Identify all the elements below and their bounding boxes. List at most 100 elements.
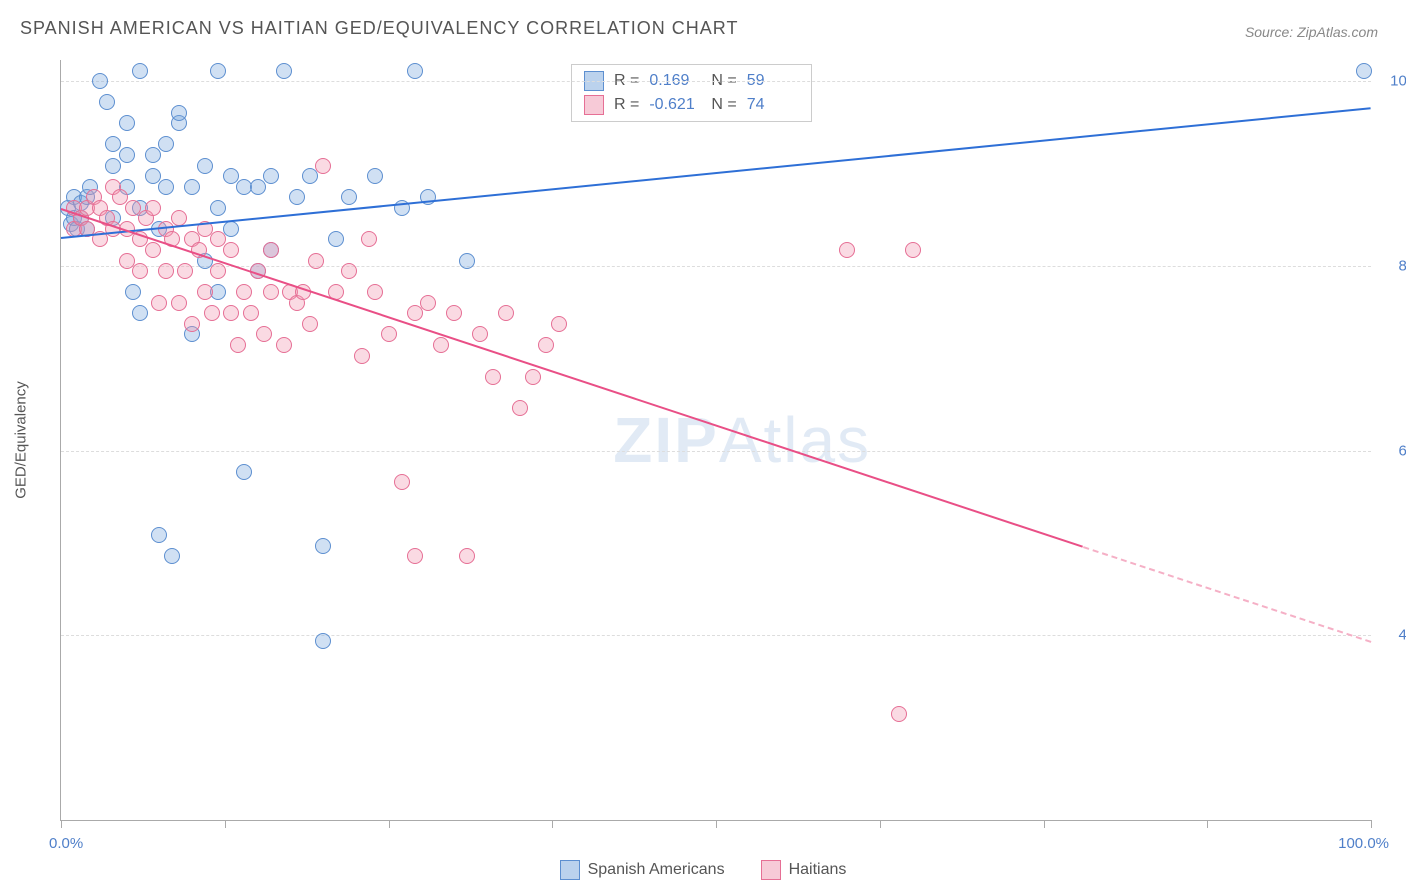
chart-title: SPANISH AMERICAN VS HAITIAN GED/EQUIVALE… <box>20 18 738 39</box>
data-point <box>302 168 318 184</box>
data-point <box>171 105 187 121</box>
data-point <box>381 326 397 342</box>
x-tick <box>716 820 717 828</box>
data-point <box>99 94 115 110</box>
scatter-plot: GED/Equivalency 0.0% 100.0% ZIPAtlas R =… <box>60 60 1371 821</box>
stats-row-pink: R = -0.621 N = 74 <box>584 93 799 117</box>
x-tick <box>880 820 881 828</box>
data-point <box>171 295 187 311</box>
x-tick <box>61 820 62 828</box>
data-point <box>184 179 200 195</box>
stat-n-pink: 74 <box>747 96 799 114</box>
data-point <box>459 253 475 269</box>
data-point <box>132 305 148 321</box>
data-point <box>367 284 383 300</box>
data-point <box>289 189 305 205</box>
data-point <box>145 147 161 163</box>
data-point <box>315 158 331 174</box>
y-axis-label: GED/Equivalency <box>13 381 30 499</box>
data-point <box>92 73 108 89</box>
data-point <box>525 369 541 385</box>
data-point <box>250 179 266 195</box>
trend-line <box>61 108 1371 240</box>
stats-box: R = 0.169 N = 59 R = -0.621 N = 74 <box>571 64 812 122</box>
data-point <box>223 242 239 258</box>
data-point <box>1356 63 1372 79</box>
data-point <box>119 115 135 131</box>
data-point <box>210 200 226 216</box>
data-point <box>105 158 121 174</box>
stat-n-label: N = <box>711 96 736 114</box>
data-point <box>204 305 220 321</box>
legend-label-pink: Haitians <box>789 861 847 879</box>
x-tick <box>1207 820 1208 828</box>
data-point <box>407 63 423 79</box>
y-tick-label: 47.5% <box>1381 627 1406 644</box>
data-point <box>512 400 528 416</box>
x-axis-min-label: 0.0% <box>49 835 83 852</box>
data-point <box>210 263 226 279</box>
data-point <box>433 337 449 353</box>
data-point <box>164 548 180 564</box>
data-point <box>341 189 357 205</box>
data-point <box>308 253 324 269</box>
data-point <box>839 242 855 258</box>
swatch-pink <box>584 95 604 115</box>
data-point <box>341 263 357 279</box>
data-point <box>315 538 331 554</box>
data-point <box>145 242 161 258</box>
data-point <box>263 284 279 300</box>
data-point <box>243 305 259 321</box>
data-point <box>119 147 135 163</box>
data-point <box>420 295 436 311</box>
data-point <box>263 168 279 184</box>
data-point <box>184 316 200 332</box>
data-point <box>905 242 921 258</box>
data-point <box>132 263 148 279</box>
data-point <box>315 633 331 649</box>
y-tick-label: 82.5% <box>1381 257 1406 274</box>
y-tick-label: 100.0% <box>1381 73 1406 90</box>
legend-item-blue: Spanish Americans <box>560 860 725 880</box>
y-tick-label: 65.0% <box>1381 442 1406 459</box>
data-point <box>276 337 292 353</box>
data-point <box>158 179 174 195</box>
data-point <box>197 158 213 174</box>
data-point <box>276 63 292 79</box>
data-point <box>125 284 141 300</box>
data-point <box>145 200 161 216</box>
watermark: ZIPAtlas <box>613 403 871 477</box>
swatch-pink <box>761 860 781 880</box>
swatch-blue <box>560 860 580 880</box>
data-point <box>446 305 462 321</box>
data-point <box>407 305 423 321</box>
data-point <box>223 305 239 321</box>
grid-line <box>61 451 1371 452</box>
data-point <box>223 221 239 237</box>
data-point <box>236 284 252 300</box>
data-point <box>256 326 272 342</box>
grid-line <box>61 635 1371 636</box>
data-point <box>158 136 174 152</box>
data-point <box>236 464 252 480</box>
data-point <box>151 527 167 543</box>
data-point <box>132 63 148 79</box>
x-axis-max-label: 100.0% <box>1338 835 1389 852</box>
stat-r-label: R = <box>614 96 639 114</box>
stat-r-pink: -0.621 <box>649 96 701 114</box>
x-tick <box>389 820 390 828</box>
data-point <box>210 63 226 79</box>
legend: Spanish Americans Haitians <box>0 860 1406 880</box>
data-point <box>394 474 410 490</box>
data-point <box>361 231 377 247</box>
data-point <box>459 548 475 564</box>
data-point <box>230 337 246 353</box>
data-point <box>551 316 567 332</box>
data-point <box>498 305 514 321</box>
data-point <box>354 348 370 364</box>
data-point <box>367 168 383 184</box>
x-tick <box>1371 820 1372 828</box>
x-tick <box>552 820 553 828</box>
data-point <box>485 369 501 385</box>
data-point <box>891 706 907 722</box>
